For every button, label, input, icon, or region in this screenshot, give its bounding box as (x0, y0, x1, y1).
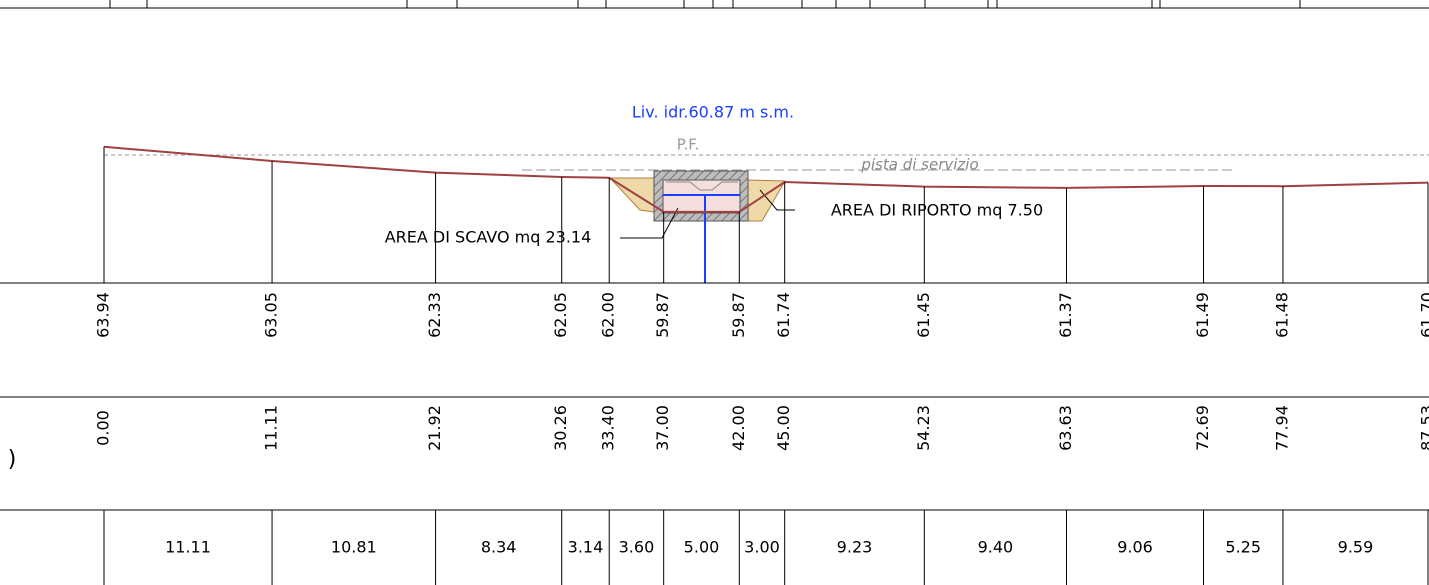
pf-label: P.F. (677, 136, 699, 154)
pf-frame (103, 154, 1429, 284)
partial-label: 5.00 (684, 538, 720, 557)
distance-label: 63.63 (1056, 405, 1075, 451)
elevation-label: 61.45 (914, 292, 933, 338)
elevation-label: 61.74 (774, 292, 793, 338)
distance-label: 37.00 (653, 405, 672, 451)
elevation-label: 61.37 (1056, 292, 1075, 338)
distance-label: 11.11 (262, 405, 281, 451)
top-row (0, 0, 1429, 9)
partial-label: 9.23 (837, 538, 873, 557)
fill-area: AREA DI RIPORTO mq 7.50 (831, 201, 1043, 220)
partial-label: 5.25 (1225, 538, 1261, 557)
elevation-label: 62.05 (551, 292, 570, 338)
distance-label: 0.00 (94, 410, 113, 446)
partial-label: 9.40 (978, 538, 1014, 557)
distance-label: 87.53 (1418, 405, 1429, 451)
distance-label: 30.26 (551, 405, 570, 451)
elevation-label: 59.87 (729, 292, 748, 338)
fragment: ) (8, 447, 17, 472)
row-lines (0, 282, 1429, 511)
elevation-label: 62.33 (425, 292, 444, 338)
partial-label: 11.11 (165, 538, 211, 557)
elevation-label: 61.70 (1418, 292, 1429, 338)
distance-label: 72.69 (1193, 405, 1212, 451)
partial-label: 8.34 (481, 538, 517, 557)
distance-label: 77.94 (1272, 405, 1291, 451)
partial-label: 3.60 (619, 538, 655, 557)
elevation-label: 61.49 (1193, 292, 1212, 338)
distance-label: 33.40 (599, 405, 618, 451)
elevation-label: 62.00 (599, 292, 618, 338)
partial-label: 3.14 (568, 538, 604, 557)
elevation-label: 61.48 (1272, 292, 1291, 338)
distance-label: 54.23 (914, 405, 933, 451)
leader (759, 189, 795, 211)
elevation-label: 59.87 (653, 292, 672, 338)
partial-label: 9.59 (1338, 538, 1374, 557)
leader (620, 207, 679, 239)
service-track: pista di servizio (860, 156, 978, 174)
channel-bed (666, 181, 738, 191)
partial-label: 3.00 (744, 538, 780, 557)
partial-label: 10.81 (331, 538, 377, 557)
distance-label: 21.92 (425, 405, 444, 451)
elevation-label: 63.94 (94, 292, 113, 338)
excavation-area: AREA DI SCAVO mq 23.14 (385, 228, 592, 247)
distance-label: 45.00 (774, 405, 793, 451)
partial-label: 9.06 (1117, 538, 1153, 557)
distance-label: 42.00 (729, 405, 748, 451)
channel-inner (662, 179, 741, 214)
elevation-label: 63.05 (262, 292, 281, 338)
water-level: Liv. idr.60.87 m s.m. (632, 103, 794, 122)
